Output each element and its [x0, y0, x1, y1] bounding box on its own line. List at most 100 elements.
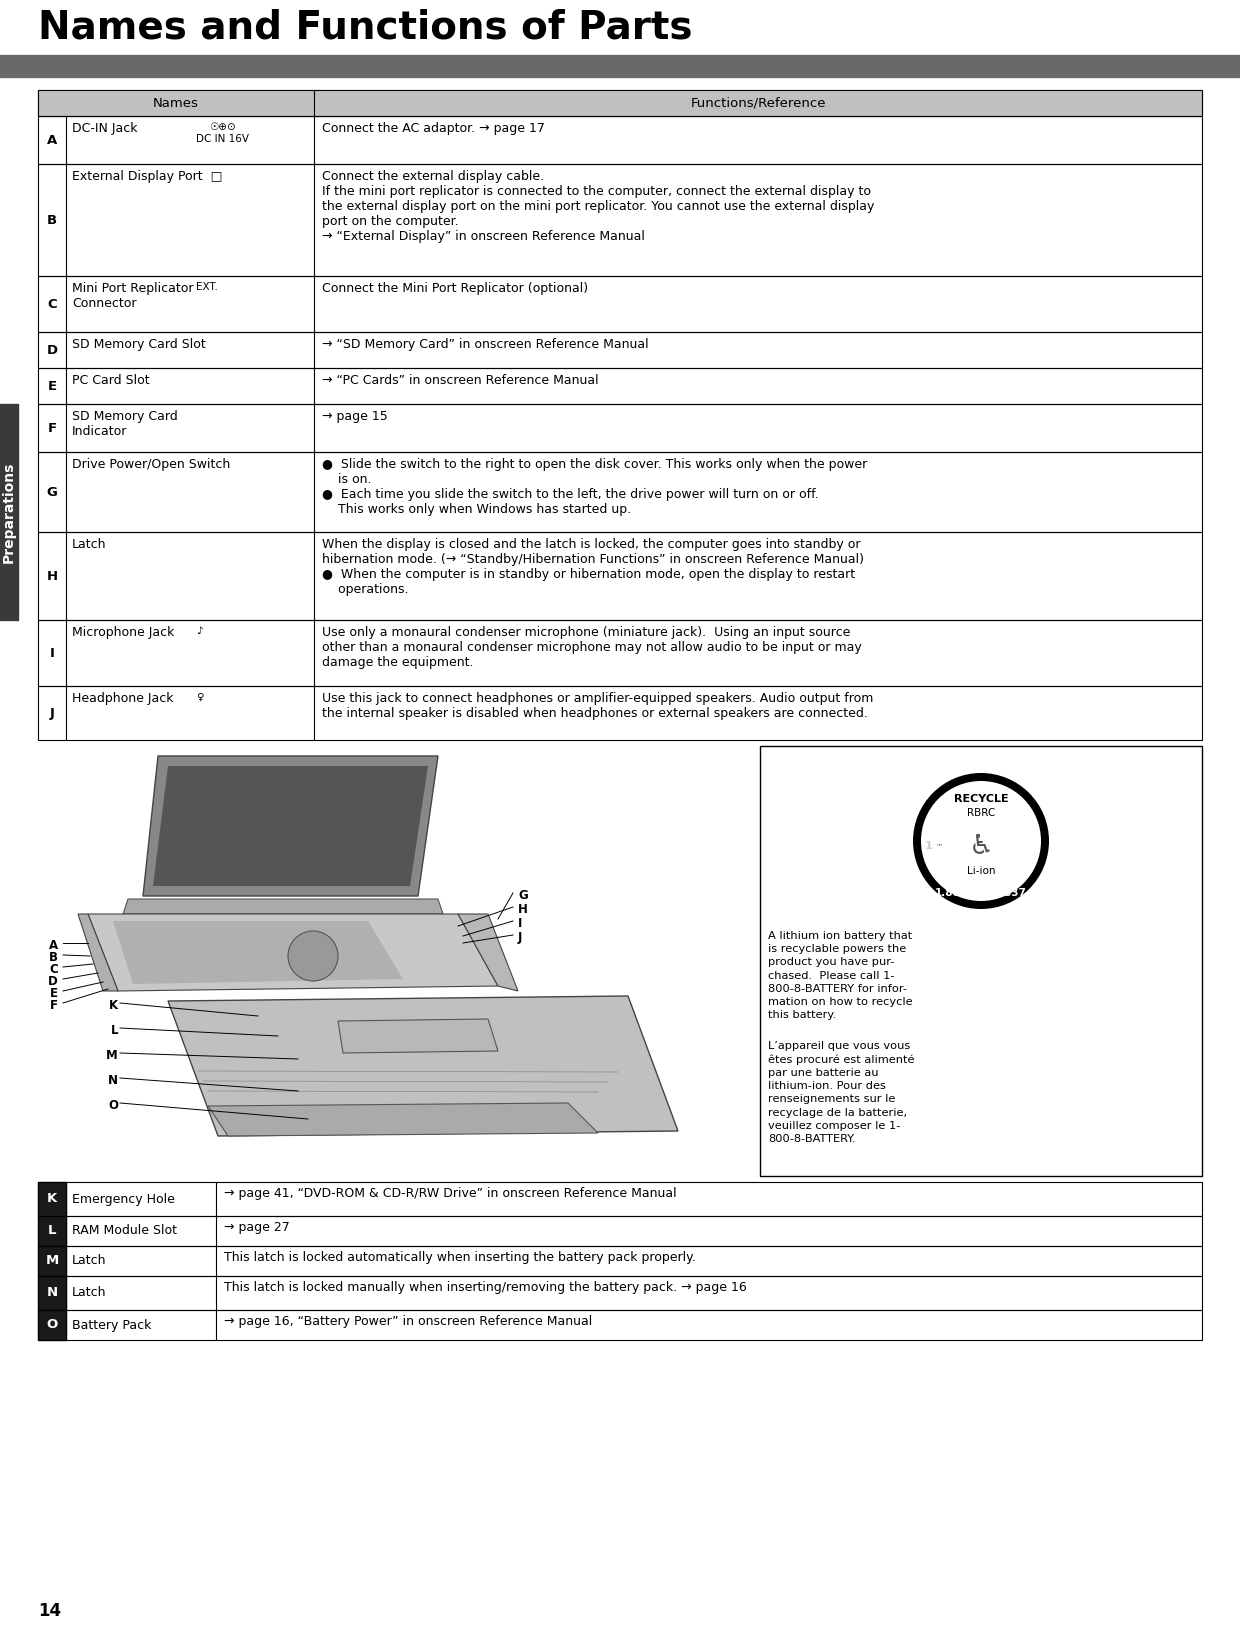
Text: D: D	[48, 975, 58, 989]
Bar	[38, 1181, 66, 1216]
Text: C: C	[50, 962, 58, 975]
Bar	[38, 116, 1202, 163]
Text: F: F	[47, 422, 57, 435]
Bar	[38, 453, 1202, 533]
Bar	[38, 404, 1202, 453]
Circle shape	[921, 781, 1042, 900]
Text: Drive Power/Open Switch: Drive Power/Open Switch	[72, 458, 231, 471]
Text: Emergency Hole: Emergency Hole	[72, 1193, 175, 1206]
Bar	[38, 332, 1202, 368]
Bar	[38, 453, 1202, 533]
Text: Li-ion: Li-ion	[967, 866, 996, 876]
Text: L’appareil que vous vous
êtes procuré est alimenté
par une batterie au
lithium-i: L’appareil que vous vous êtes procuré es…	[768, 1041, 915, 1144]
Text: Headphone Jack: Headphone Jack	[72, 693, 174, 704]
Text: E: E	[50, 987, 58, 1000]
Bar	[38, 1181, 1202, 1216]
Text: Mini Port Replicator
Connector: Mini Port Replicator Connector	[72, 283, 193, 310]
Text: → “PC Cards” in onscreen Reference Manual: → “PC Cards” in onscreen Reference Manua…	[322, 374, 599, 387]
Text: Names and Functions of Parts: Names and Functions of Parts	[38, 8, 692, 46]
Bar	[38, 90, 1202, 116]
Bar	[38, 276, 1202, 332]
Circle shape	[288, 931, 339, 980]
Bar	[38, 276, 1202, 332]
Text: L: L	[48, 1224, 56, 1237]
Text: F: F	[50, 998, 58, 1011]
Text: → page 27: → page 27	[224, 1221, 290, 1234]
Bar	[38, 1310, 1202, 1340]
Text: Connect the Mini Port Replicator (optional): Connect the Mini Port Replicator (option…	[322, 283, 588, 296]
Text: PC Card Slot: PC Card Slot	[72, 374, 150, 387]
Bar	[38, 90, 1202, 116]
Text: A: A	[47, 134, 57, 147]
Text: SD Memory Card
Indicator: SD Memory Card Indicator	[72, 410, 177, 438]
Bar	[38, 1216, 1202, 1247]
Bar	[38, 163, 1202, 276]
Polygon shape	[113, 922, 403, 984]
Text: ♿: ♿	[968, 832, 993, 859]
Text: → “SD Memory Card” in onscreen Reference Manual: → “SD Memory Card” in onscreen Reference…	[322, 338, 649, 351]
Bar	[38, 1247, 1202, 1276]
Text: EXT.: EXT.	[196, 283, 218, 292]
Polygon shape	[123, 899, 443, 913]
Polygon shape	[143, 757, 438, 895]
Bar	[38, 619, 1202, 686]
Polygon shape	[88, 913, 498, 990]
Text: O: O	[46, 1319, 57, 1332]
Text: N: N	[108, 1074, 118, 1087]
Text: H: H	[518, 904, 528, 917]
Text: Battery Pack: Battery Pack	[72, 1319, 151, 1332]
Text: H: H	[46, 570, 57, 582]
Text: Latch: Latch	[72, 538, 107, 551]
Text: Use only a monaural condenser microphone (miniature jack).  Using an input sourc: Use only a monaural condenser microphone…	[322, 626, 862, 668]
Text: → page 16, “Battery Power” in onscreen Reference Manual: → page 16, “Battery Power” in onscreen R…	[224, 1315, 593, 1328]
Polygon shape	[339, 1020, 498, 1052]
Text: M: M	[46, 1255, 58, 1268]
Text: I: I	[518, 917, 522, 930]
Bar	[38, 404, 1202, 453]
Text: I: I	[50, 647, 55, 660]
Text: J: J	[50, 706, 55, 719]
Text: 1.800.822.8837: 1.800.822.8837	[935, 887, 1027, 899]
Text: Connect the AC adaptor. → page 17: Connect the AC adaptor. → page 17	[322, 123, 544, 136]
Text: Latch: Latch	[72, 1255, 107, 1268]
Text: Connect the external display cable.
If the mini port replicator is connected to : Connect the external display cable. If t…	[322, 170, 874, 243]
Bar	[38, 686, 1202, 740]
Polygon shape	[153, 766, 428, 886]
Bar	[38, 1216, 66, 1247]
Text: ♪: ♪	[196, 626, 202, 636]
Text: This latch is locked automatically when inserting the battery pack properly.: This latch is locked automatically when …	[224, 1252, 696, 1265]
Text: ●  Slide the switch to the right to open the disk cover. This works only when th: ● Slide the switch to the right to open …	[322, 458, 867, 516]
Text: O: O	[108, 1100, 118, 1113]
Text: Preparations: Preparations	[2, 461, 16, 562]
Text: 1: 1	[925, 842, 932, 851]
Text: B: B	[50, 951, 58, 964]
Text: Microphone Jack: Microphone Jack	[72, 626, 175, 639]
Text: SD Memory Card Slot: SD Memory Card Slot	[72, 338, 206, 351]
Text: A: A	[48, 940, 58, 953]
Bar	[0, 404, 19, 619]
Text: K: K	[109, 998, 118, 1011]
Text: → page 15: → page 15	[322, 410, 388, 423]
Bar	[38, 1276, 66, 1310]
Circle shape	[913, 773, 1049, 909]
Text: ™: ™	[936, 843, 942, 850]
Text: D: D	[46, 343, 57, 356]
Text: When the display is closed and the latch is locked, the computer goes into stand: When the display is closed and the latch…	[322, 538, 864, 596]
Bar	[38, 1310, 66, 1340]
Polygon shape	[167, 997, 678, 1136]
Bar	[38, 1276, 1202, 1310]
Bar	[760, 747, 1202, 1176]
Bar	[38, 368, 1202, 404]
Text: Use this jack to connect headphones or amplifier-equipped speakers. Audio output: Use this jack to connect headphones or a…	[322, 693, 873, 721]
Text: M: M	[107, 1049, 118, 1062]
Bar	[38, 619, 1202, 686]
Bar	[38, 1216, 1202, 1247]
Text: A lithium ion battery that
is recyclable powers the
product you have pur-
chased: A lithium ion battery that is recyclable…	[768, 931, 913, 1020]
Polygon shape	[458, 913, 518, 990]
Text: RECYCLE: RECYCLE	[954, 794, 1008, 804]
Bar	[38, 163, 1202, 276]
Text: E: E	[47, 379, 57, 392]
Bar	[38, 1181, 1202, 1216]
Bar	[38, 1276, 1202, 1310]
Bar	[38, 368, 1202, 404]
